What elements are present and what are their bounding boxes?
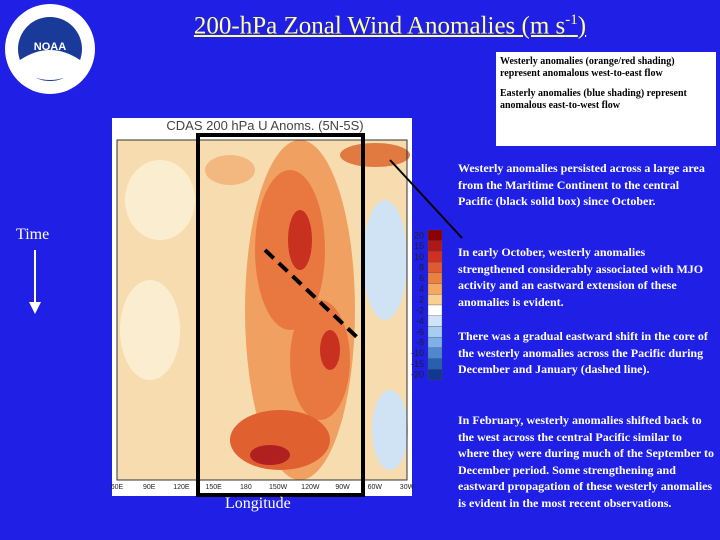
logo: NOAA (5, 4, 95, 94)
x-label: 150E (205, 484, 222, 491)
colorbar-swatch (427, 304, 443, 316)
colorbar-swatch (427, 347, 443, 359)
colorbar-label: 2 (419, 295, 424, 305)
colorbar-swatch (427, 229, 443, 241)
note: Easterly anomalies (blue shading) repres… (500, 88, 687, 111)
colorbar-swatch (427, 251, 443, 263)
colorbar-label: 20 (414, 230, 424, 240)
x-label: 180 (240, 484, 252, 491)
svg-text:NOAA: NOAA (34, 41, 66, 53)
colorbar-swatch (427, 283, 443, 295)
x-label: 90W (335, 484, 350, 491)
paragraph: In February, westerly anomalies shifted … (458, 413, 714, 510)
colorbar-label: -4 (416, 316, 424, 326)
x-label: 90E (143, 484, 156, 491)
colorbar-label: -8 (416, 338, 424, 348)
figure: CDAS 200 hPa U Anoms. (5N-5S) 2015108642… (111, 118, 443, 497)
note: Westerly anomalies (orange/red shading) … (500, 56, 675, 79)
figure-title: CDAS 200 hPa U Anoms. (5N-5S) (166, 118, 363, 133)
paragraph: In early October, westerly anomalies str… (458, 245, 704, 309)
time-label: Time (16, 226, 49, 243)
paragraph: Westerly anomalies persisted across a la… (458, 161, 705, 208)
x-label: 120E (173, 484, 190, 491)
x-label: 150W (269, 484, 288, 491)
colorbar-swatch (427, 240, 443, 252)
colorbar-label: -10 (411, 348, 424, 358)
colorbar-label: -2 (416, 305, 424, 315)
colorbar-label: -6 (416, 327, 424, 337)
x-label: 30W (400, 484, 415, 491)
colorbar-swatch (427, 261, 443, 274)
colorbar-swatch (427, 369, 443, 381)
x-label: 120W (301, 484, 320, 491)
colorbar-label: 6 (419, 273, 424, 283)
colorbar-swatch (427, 272, 443, 284)
colorbar-label: -15 (411, 359, 424, 369)
x-label: 60W (368, 484, 383, 491)
longitude-label: Longitude (225, 495, 291, 512)
colorbar-swatch (427, 358, 443, 370)
colorbar-label: 4 (419, 284, 424, 294)
colorbar-label: 10 (414, 252, 424, 262)
x-label: 60E (111, 484, 124, 491)
colorbar-label: -20 (411, 370, 424, 380)
colorbar-swatch (427, 326, 443, 338)
colorbar-swatch (427, 315, 443, 327)
title: 200-hPa Zonal Wind Anomalies (m s-1) (193, 12, 587, 40)
colorbar-label: 8 (419, 263, 424, 273)
note-box: Westerly anomalies (orange/red shading) … (496, 52, 716, 146)
colorbar-label: 15 (414, 241, 424, 251)
colorbar-swatch (427, 294, 443, 306)
paragraph: There was a gradual eastward shift in th… (458, 329, 708, 376)
colorbar-swatch (427, 336, 443, 349)
